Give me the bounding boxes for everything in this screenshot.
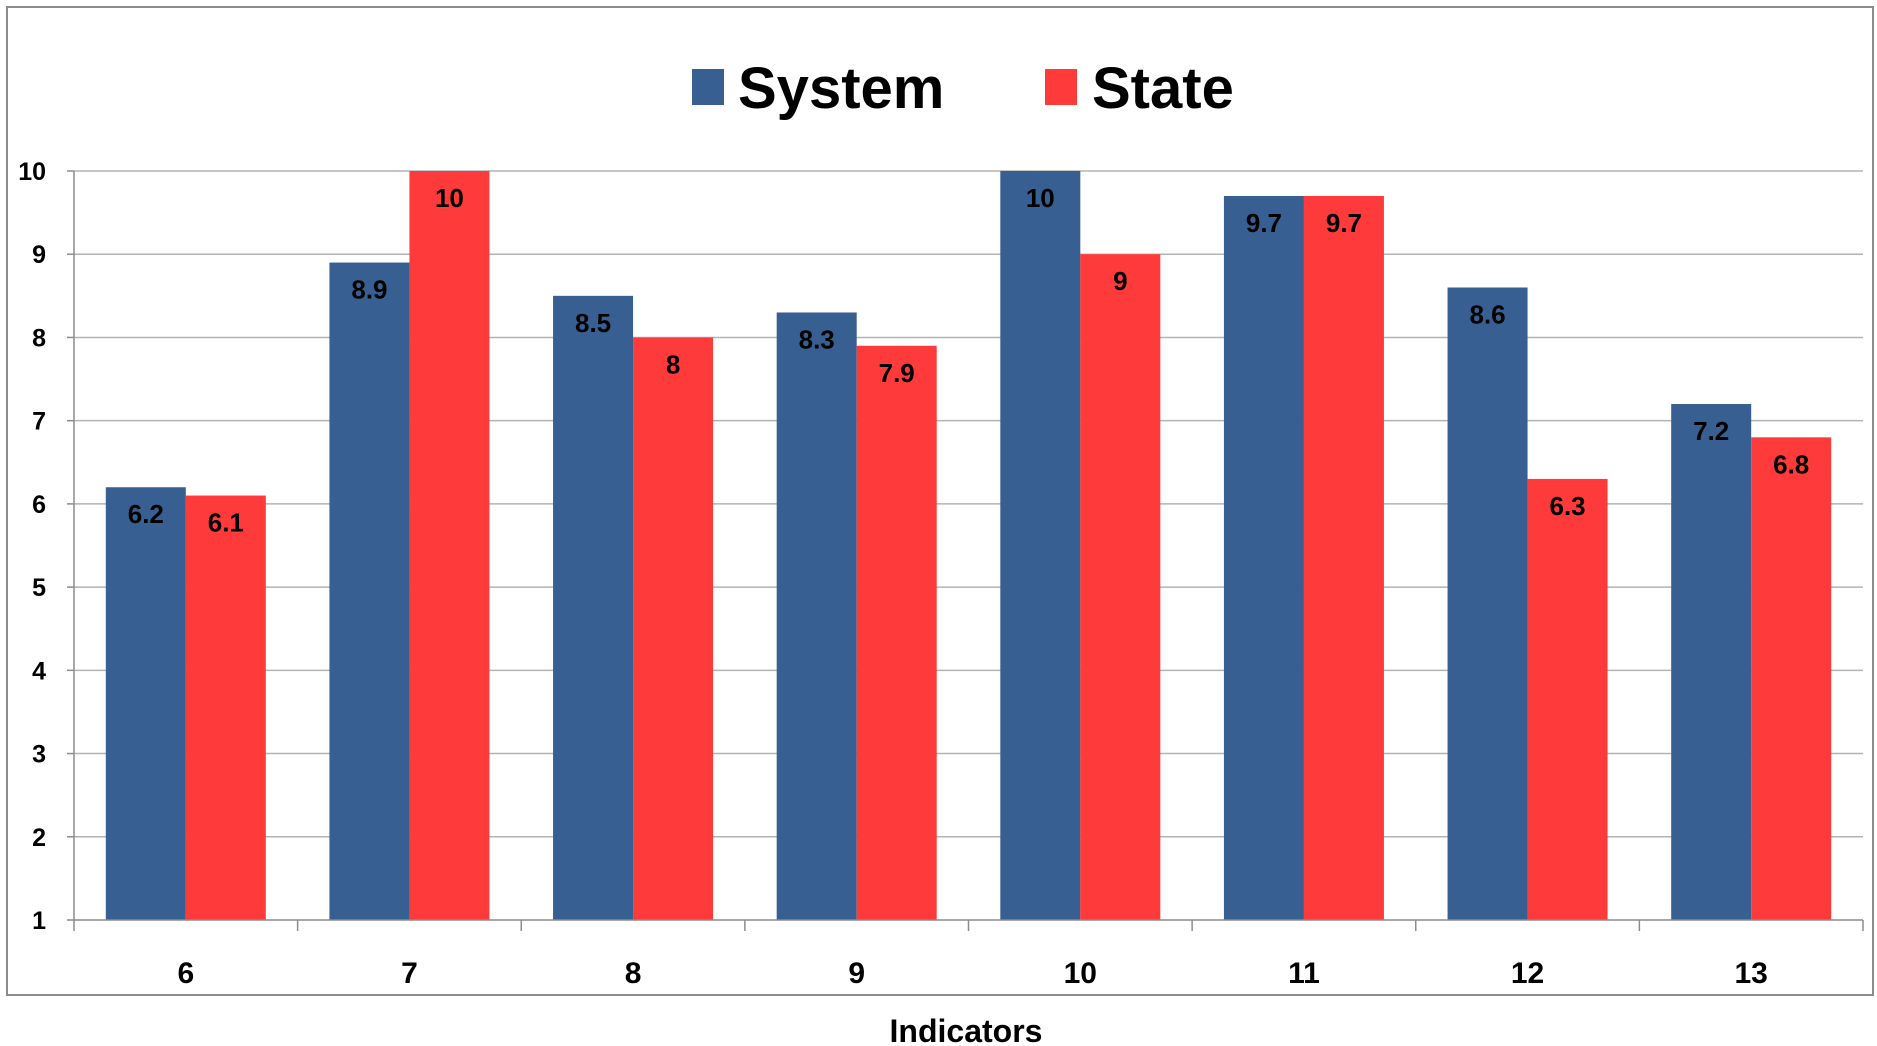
data-label-system: 9.7 (1246, 208, 1282, 238)
legend-label-system: System (738, 56, 944, 121)
bars: 6.2 6.1 8.9 10 8.5 8 8.3 7.9 10 9 9.7 9.7 8.6 6.3 7.2 6… (105, 171, 1832, 920)
bar-state (1751, 437, 1832, 920)
data-label-state: 10 (435, 183, 464, 213)
x-tick-label: 13 (1735, 957, 1768, 990)
x-tick-label: 9 (848, 957, 865, 990)
bar-state (1303, 195, 1384, 920)
data-label-state: 6.1 (208, 508, 244, 538)
bar-state (856, 345, 937, 920)
y-tick-label: 8 (32, 324, 46, 352)
legend-label-state: State (1092, 56, 1234, 121)
data-label-state: 7.9 (879, 358, 915, 388)
data-label-system: 6.2 (128, 499, 164, 529)
bar-system (105, 487, 186, 920)
x-axis: 6 7 8 9 10 11 12 13 (73, 919, 1864, 990)
legend: System State (692, 56, 1234, 121)
y-tick-label: 4 (32, 657, 46, 685)
data-label-state: 6.3 (1549, 491, 1585, 521)
x-tick-label: 10 (1064, 957, 1097, 990)
y-tick-label: 7 (32, 408, 46, 436)
y-tick-label: 9 (32, 241, 46, 269)
bar-system (776, 312, 857, 920)
bar-state (633, 337, 714, 920)
bar-state (1527, 478, 1608, 920)
y-tick-label: 2 (32, 824, 46, 852)
y-tick-label: 1 (32, 907, 46, 935)
x-tick-label: 6 (177, 957, 194, 990)
bar-system (1671, 404, 1752, 920)
data-label-system: 8.3 (799, 324, 835, 354)
data-label-system: 7.2 (1693, 416, 1729, 446)
bar-state (409, 171, 490, 920)
x-tick-label: 12 (1511, 957, 1544, 990)
data-label-system: 8.9 (351, 275, 387, 305)
data-label-system: 10 (1026, 183, 1055, 213)
x-axis-title: Indicators (890, 1013, 1043, 1046)
bar-system (553, 295, 634, 920)
x-tick-label: 7 (401, 957, 418, 990)
data-label-state: 9.7 (1326, 208, 1362, 238)
y-tick-label: 6 (32, 491, 46, 519)
y-tick-label: 3 (32, 741, 46, 769)
y-tick-label: 5 (32, 574, 46, 602)
data-label-system: 8.6 (1469, 300, 1505, 330)
legend-swatch-state (1045, 69, 1077, 105)
data-label-state: 9 (1113, 266, 1127, 296)
legend-swatch-system (692, 69, 724, 105)
data-label-state: 8 (666, 349, 680, 379)
bar-state (185, 495, 266, 920)
data-label-state: 6.8 (1773, 449, 1809, 479)
data-label-system: 8.5 (575, 308, 611, 338)
bar-system (329, 262, 410, 920)
bar-system (1223, 195, 1304, 920)
legend-item-state: State (1045, 56, 1234, 121)
x-tick-label: 8 (625, 957, 642, 990)
bar-system (1000, 171, 1081, 920)
y-tick-label: 10 (18, 158, 46, 186)
legend-item-system: System (692, 56, 944, 121)
y-axis: 1 2 3 4 5 6 7 8 9 10 (18, 158, 75, 935)
bar-state (1080, 254, 1161, 920)
bar-system (1447, 287, 1528, 920)
x-tick-label: 11 (1288, 957, 1320, 990)
